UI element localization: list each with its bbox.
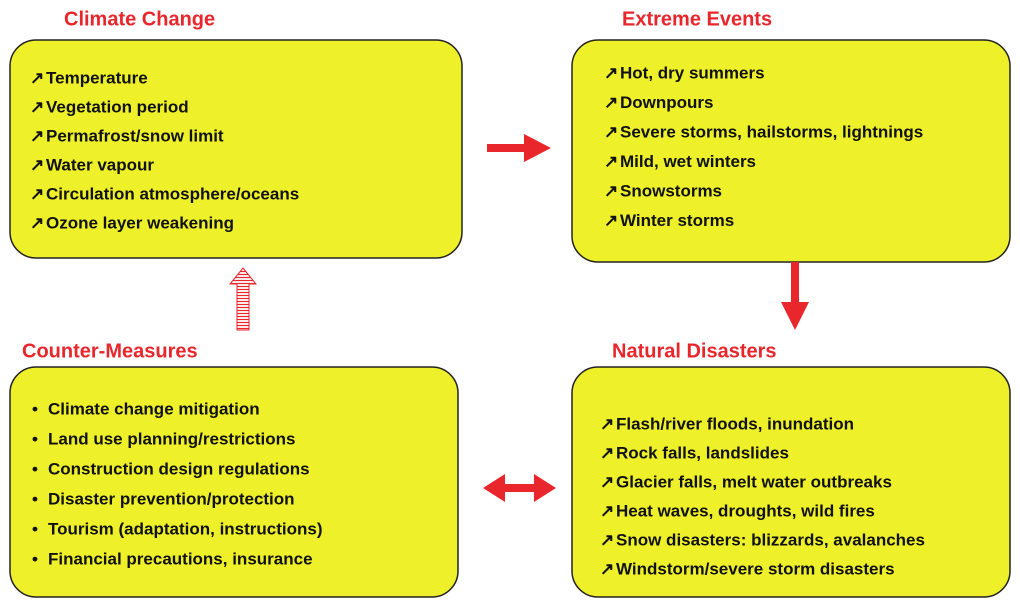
item-marker: ↗ <box>604 152 618 171</box>
item-marker: • <box>32 429 38 448</box>
item-marker: ↗ <box>600 472 614 491</box>
item-text: Tourism (adaptation, instructions) <box>48 519 323 538</box>
item-text: Glacier falls, melt water outbreaks <box>616 472 892 491</box>
item-marker: ↗ <box>30 68 44 87</box>
box <box>571 366 1011 598</box>
item-text: Hot, dry summers <box>620 63 765 82</box>
item-marker: ↗ <box>604 181 618 200</box>
item-text: Land use planning/restrictions <box>48 429 295 448</box>
item-text: Rock falls, landslides <box>616 443 789 462</box>
item-marker: ↗ <box>600 530 614 549</box>
box <box>9 366 459 598</box>
item-text: Climate change mitigation <box>48 399 260 418</box>
item-text: Disaster prevention/protection <box>48 489 295 508</box>
item-text: Financial precautions, insurance <box>48 549 313 568</box>
box-title: Natural Disasters <box>612 340 777 362</box>
item-text: Permafrost/snow limit <box>46 126 224 145</box>
item-text: Mild, wet winters <box>620 152 756 171</box>
item-marker: ↗ <box>600 414 614 433</box>
item-text: Winter storms <box>620 211 734 230</box>
item-text: Flash/river floods, inundation <box>616 414 854 433</box>
item-text: Temperature <box>46 68 148 87</box>
item-text: Water vapour <box>46 155 154 174</box>
item-text: Ozone layer weakening <box>46 213 234 232</box>
item-marker: ↗ <box>30 155 44 174</box>
item-marker: ↗ <box>600 559 614 578</box>
item-marker: ↗ <box>30 213 44 232</box>
item-text: Construction design regulations <box>48 459 310 478</box>
item-marker: ↗ <box>604 122 618 141</box>
item-text: Windstorm/severe storm disasters <box>616 559 895 578</box>
item-marker: • <box>32 549 38 568</box>
item-text: Severe storms, hailstorms, lightnings <box>620 122 923 141</box>
item-text: Heat waves, droughts, wild fires <box>616 501 875 520</box>
item-text: Snowstorms <box>620 181 722 200</box>
item-marker: • <box>32 399 38 418</box>
item-marker: ↗ <box>600 443 614 462</box>
item-marker: • <box>32 459 38 478</box>
item-marker: ↗ <box>600 501 614 520</box>
arrow-double <box>483 474 556 502</box>
arrow-up <box>228 267 258 331</box>
item-marker: ↗ <box>30 97 44 116</box>
item-marker: ↗ <box>604 63 618 82</box>
box-title: Extreme Events <box>622 8 772 30</box>
item-marker: ↗ <box>604 93 618 112</box>
item-marker: • <box>32 519 38 538</box>
item-marker: • <box>32 489 38 508</box>
box-title: Climate Change <box>64 8 215 30</box>
item-text: Snow disasters: blizzards, avalanches <box>616 530 925 549</box>
item-text: Downpours <box>620 93 714 112</box>
box <box>9 39 463 259</box>
box-title: Counter-Measures <box>22 340 198 362</box>
item-marker: ↗ <box>30 126 44 145</box>
item-marker: ↗ <box>30 184 44 203</box>
item-text: Vegetation period <box>46 97 189 116</box>
arrow-right <box>487 134 551 162</box>
arrow-down <box>781 262 809 330</box>
item-marker: ↗ <box>604 211 618 230</box>
item-text: Circulation atmosphere/oceans <box>46 184 299 203</box>
